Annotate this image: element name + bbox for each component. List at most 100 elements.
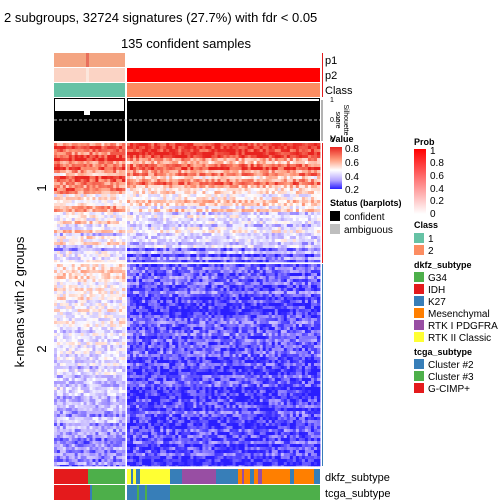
heatmap-cell — [116, 279, 120, 283]
heatmap-cell — [110, 182, 114, 186]
heatmap-cell — [74, 200, 79, 204]
heatmap-cell — [104, 402, 108, 406]
heatmap-cell — [68, 300, 73, 304]
heatmap-cell — [77, 285, 82, 289]
heatmap-cell — [220, 182, 224, 186]
heatmap-cell — [247, 155, 252, 159]
heatmap-cell — [211, 200, 215, 204]
heatmap-cell — [59, 158, 64, 162]
heatmap-cell — [187, 143, 191, 147]
heatmap-cell — [262, 212, 267, 216]
heatmap-cell — [119, 176, 123, 180]
heatmap-cell — [80, 333, 84, 337]
heatmap-cell — [59, 245, 64, 249]
heatmap-cell — [292, 143, 297, 147]
heatmap-cell — [104, 306, 108, 310]
heatmap-cell — [83, 432, 87, 436]
heatmap-cell — [151, 191, 155, 195]
heatmap-cell — [157, 254, 161, 258]
heatmap-cell — [289, 182, 294, 186]
heatmap-cell — [208, 227, 212, 231]
heatmap-cell — [175, 242, 179, 246]
heatmap-cell — [95, 233, 99, 237]
heatmap-cell — [175, 212, 179, 216]
heatmap-cell — [280, 161, 285, 165]
heatmap-cell — [80, 444, 84, 448]
heatmap-cell — [295, 176, 300, 180]
heatmap-cell — [101, 146, 105, 150]
heatmap-cell — [54, 465, 58, 467]
heatmap-cell — [77, 345, 82, 349]
heatmap-cell — [77, 420, 82, 424]
heatmap-cell — [56, 233, 61, 237]
heatmap-cell — [68, 218, 73, 222]
heatmap-cell — [95, 164, 99, 168]
heatmap-cell — [271, 230, 276, 234]
heatmap-cell — [274, 173, 279, 177]
heatmap-cell — [74, 194, 79, 198]
heatmap-cell — [205, 179, 209, 183]
heatmap-cell — [89, 227, 93, 231]
heatmap-cell — [202, 251, 206, 255]
heatmap-cell — [92, 267, 96, 271]
heatmap-cell — [104, 270, 108, 274]
heatmap-cell — [310, 236, 315, 240]
heatmap-cell — [71, 399, 76, 403]
heatmap-cell — [142, 167, 146, 171]
heatmap-cell — [307, 164, 312, 168]
heatmap-cell — [190, 194, 194, 198]
heatmap-cell — [71, 291, 76, 295]
heatmap-cell — [307, 230, 312, 234]
heatmap-cell — [139, 230, 143, 234]
heatmap-cell — [83, 351, 87, 355]
heatmap-cell — [301, 164, 306, 168]
heatmap-cell — [178, 206, 182, 210]
heatmap-cell — [265, 161, 270, 165]
heatmap-cell — [151, 164, 155, 168]
heatmap-cell — [104, 297, 108, 301]
heatmap-cell — [80, 387, 84, 391]
heatmap-cell — [127, 158, 131, 162]
heatmap-cell — [172, 236, 176, 240]
heatmap-cell — [166, 149, 170, 153]
heatmap-cell — [95, 330, 99, 334]
heatmap-cell — [80, 185, 84, 189]
heatmap-cell — [142, 185, 146, 189]
heatmap-cell — [235, 245, 239, 249]
heatmap-cell — [65, 462, 70, 466]
heatmap-cell — [139, 239, 143, 243]
heatmap-cell — [316, 230, 321, 234]
heatmap-cell — [133, 251, 137, 255]
heatmap-cell — [77, 248, 82, 252]
heatmap-cell — [181, 203, 185, 207]
heatmap-cell — [247, 203, 252, 207]
heatmap-cell — [271, 194, 276, 198]
heatmap-cell — [220, 245, 224, 249]
heatmap-cell — [181, 152, 185, 156]
heatmap-cell — [104, 405, 108, 409]
heatmap-cell — [157, 197, 161, 201]
heatmap-cell — [92, 462, 96, 466]
heatmap-cell — [95, 221, 99, 225]
heatmap-cell — [98, 164, 102, 168]
heatmap-cell — [54, 339, 58, 343]
heatmap-cell — [133, 188, 137, 192]
heatmap-cell — [220, 239, 224, 243]
heatmap-cell — [277, 164, 282, 168]
heatmap-cell — [184, 215, 188, 219]
heatmap-cell — [122, 297, 126, 301]
heatmap-cell — [223, 167, 227, 171]
heatmap-cell — [113, 333, 117, 337]
heatmap-cell — [65, 378, 70, 382]
heatmap-cell — [166, 215, 170, 219]
heatmap-cell — [116, 357, 120, 361]
heatmap-cell — [292, 194, 297, 198]
heatmap-cell — [92, 399, 96, 403]
heatmap-cell — [110, 267, 114, 271]
heatmap-cell — [301, 233, 306, 237]
heatmap-cell — [190, 182, 194, 186]
heatmap-cell — [310, 170, 315, 174]
heatmap-cell — [92, 173, 96, 177]
heatmap-cell — [95, 357, 99, 361]
heatmap-cell — [83, 339, 87, 343]
